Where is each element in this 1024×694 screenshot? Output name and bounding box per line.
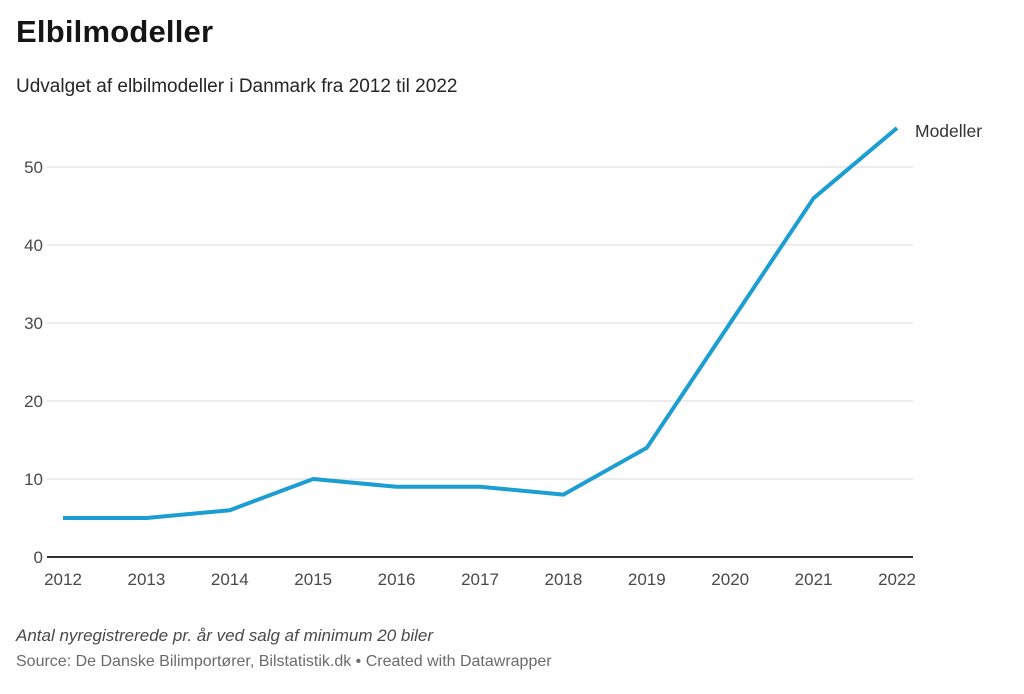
x-tick-label: 2020 [711, 570, 749, 589]
y-tick-label: 40 [24, 236, 43, 255]
series-label: Modeller [915, 121, 982, 141]
chart-source: Source: De Danske Bilimportører, Bilstat… [16, 653, 552, 670]
chart-title: Elbilmodeller [16, 14, 214, 49]
x-tick-label: 2018 [544, 570, 582, 589]
x-tick-label: 2019 [628, 570, 666, 589]
chart-note: Antal nyregistrerede pr. år ved salg af … [16, 626, 433, 645]
x-tick-label: 2017 [461, 570, 499, 589]
chart-subtitle: Udvalget af elbilmodeller i Danmark fra … [16, 76, 458, 97]
x-tick-label: 2016 [378, 570, 416, 589]
y-tick-label: 50 [24, 158, 43, 177]
x-tick-label: 2014 [211, 570, 249, 589]
y-tick-label: 20 [24, 392, 43, 411]
y-tick-label: 30 [24, 314, 43, 333]
x-tick-label: 2013 [127, 570, 165, 589]
x-tick-label: 2022 [878, 570, 916, 589]
y-tick-label: 10 [24, 470, 43, 489]
x-tick-label: 2015 [294, 570, 332, 589]
x-tick-label: 2021 [795, 570, 833, 589]
y-tick-label: 0 [34, 548, 43, 567]
data-line [63, 126, 899, 520]
x-tick-label: 2012 [44, 570, 82, 589]
